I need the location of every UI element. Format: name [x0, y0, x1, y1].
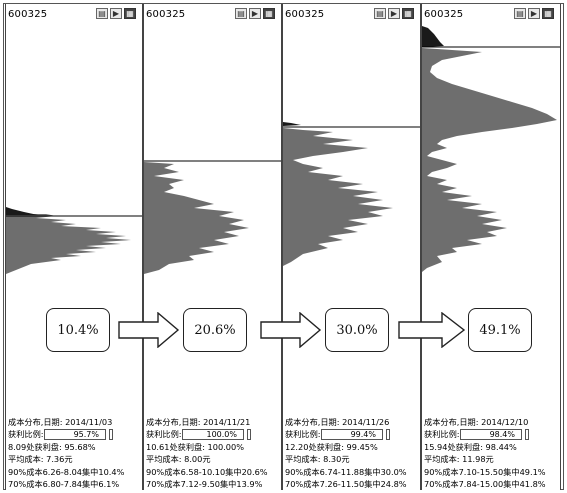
panel-toolbar: ▤ ▶ ▦: [374, 8, 414, 19]
average-cost-line: 平均成本: 7.36元: [8, 454, 73, 465]
chip-distribution-icon[interactable]: ▤: [514, 8, 526, 19]
concentration-callout-2: 20.6%: [183, 308, 247, 352]
panel-toolbar: ▤ ▶ ▦: [96, 8, 136, 19]
stock-code: 600325: [8, 9, 48, 20]
concentration-callout-1: 10.4%: [46, 308, 110, 352]
concentration-90-line: 90%成本6.58-10.10集中20.6%: [146, 466, 268, 477]
right-arrow-icon: [118, 312, 180, 348]
settings-icon[interactable]: ▦: [402, 8, 414, 19]
dark-wedge: [283, 122, 301, 126]
profit-ratio-row: 获利比例: 99.4%: [285, 428, 419, 441]
concentration-70-line: 70%成本7.26-11.50集中24.8%: [285, 478, 407, 489]
panel-header: 600325 ▤ ▶ ▦: [283, 4, 420, 24]
profit-position-line: 12.20处获利盘: 99.45%: [285, 441, 378, 452]
histogram-bars: [144, 162, 249, 274]
stats-block: 成本分布,日期: 2014/12/10 获利比例: 98.4% 15.94处获利…: [424, 416, 558, 490]
histogram-bars: [422, 48, 557, 272]
concentration-90-line: 90%成本6.26-8.04集中10.4%: [8, 466, 125, 477]
profit-position-line: 8.09处获利盘: 95.68%: [8, 441, 96, 452]
panel-header: 600325 ▤ ▶ ▦: [144, 4, 281, 24]
average-cost-line: 平均成本: 8.30元: [285, 454, 350, 465]
concentration-70-line: 70%成本7.12-9.50集中13.9%: [146, 478, 263, 489]
concentration-90-line: 90%成本6.74-11.88集中30.0%: [285, 466, 407, 477]
chip-distribution-panel-4: 600325 ▤ ▶ ▦ 成本分布,日期: 2014/12/10 获利比例: 9…: [421, 4, 561, 490]
date-line: 成本分布,日期: 2014/11/21: [146, 417, 251, 427]
profit-ratio-label: 获利比例:: [285, 429, 321, 440]
right-arrow-icon: [398, 312, 466, 348]
concentration-90-line: 90%成本7.10-15.50集中49.1%: [424, 466, 546, 477]
average-cost-line: 平均成本: 8.00元: [146, 454, 211, 465]
profit-ratio-label: 获利比例:: [8, 429, 44, 440]
profit-ratio-bar-end: [247, 429, 251, 441]
play-icon[interactable]: ▶: [110, 8, 122, 19]
settings-icon[interactable]: ▦: [263, 8, 275, 19]
profit-ratio-row: 获利比例: 98.4%: [424, 428, 558, 441]
profit-position-line: 15.94处获利盘: 98.44%: [424, 441, 517, 452]
chip-histogram: [144, 160, 281, 274]
play-icon[interactable]: ▶: [249, 8, 261, 19]
profit-ratio-bar-end: [109, 429, 113, 441]
concentration-70-line: 70%成本7.84-15.00集中41.8%: [424, 478, 546, 489]
profit-ratio-label: 获利比例:: [424, 429, 460, 440]
stock-code: 600325: [285, 9, 325, 20]
settings-icon[interactable]: ▦: [124, 8, 136, 19]
average-cost-line: 平均成本: 11.98元: [424, 454, 494, 465]
profit-ratio-row: 获利比例: 100.0%: [146, 428, 280, 441]
stock-code: 600325: [424, 9, 464, 20]
settings-icon[interactable]: ▦: [542, 8, 554, 19]
panel-header: 600325 ▤ ▶ ▦: [6, 4, 142, 24]
chip-distribution-icon[interactable]: ▤: [374, 8, 386, 19]
profit-ratio-bar-end: [386, 429, 390, 441]
chip-histogram: [6, 207, 142, 274]
play-icon[interactable]: ▶: [528, 8, 540, 19]
date-line: 成本分布,日期: 2014/12/10: [424, 417, 529, 427]
dark-wedge: [422, 26, 444, 47]
histogram-bars: [6, 214, 131, 274]
panel-toolbar: ▤ ▶ ▦: [514, 8, 554, 19]
chip-distribution-icon[interactable]: ▤: [235, 8, 247, 19]
profit-ratio-bar: 95.7%: [44, 429, 106, 441]
panel-header: 600325 ▤ ▶ ▦: [422, 4, 560, 24]
profit-ratio-bar: 98.4%: [460, 429, 522, 441]
panel-toolbar: ▤ ▶ ▦: [235, 8, 275, 19]
date-line: 成本分布,日期: 2014/11/03: [8, 417, 113, 427]
concentration-callout-3: 30.0%: [325, 308, 389, 352]
profit-ratio-bar-end: [525, 429, 529, 441]
stats-block: 成本分布,日期: 2014/11/21 获利比例: 100.0% 10.61处获…: [146, 416, 280, 490]
chip-distribution-icon[interactable]: ▤: [96, 8, 108, 19]
chip-histogram: [422, 26, 560, 272]
concentration-callout-4: 49.1%: [468, 308, 532, 352]
profit-position-line: 10.61处获利盘: 100.00%: [146, 441, 244, 452]
stats-block: 成本分布,日期: 2014/11/26 获利比例: 99.4% 12.20处获利…: [285, 416, 419, 490]
dark-wedge: [6, 207, 38, 215]
profit-ratio-label: 获利比例:: [146, 429, 182, 440]
concentration-70-line: 70%成本6.80-7.84集中6.1%: [8, 478, 120, 489]
chip-distribution-panel-1: 600325 ▤ ▶ ▦ 成本分布,日期: 2014/11/03 获利比例: 9…: [5, 4, 143, 490]
date-line: 成本分布,日期: 2014/11/26: [285, 417, 390, 427]
profit-ratio-row: 获利比例: 95.7%: [8, 428, 142, 441]
right-arrow-icon: [260, 312, 322, 348]
play-icon[interactable]: ▶: [388, 8, 400, 19]
chip-histogram: [283, 122, 420, 266]
profit-ratio-bar: 99.4%: [321, 429, 383, 441]
histogram-bars: [283, 128, 393, 266]
chip-distribution-panel-3: 600325 ▤ ▶ ▦ 成本分布,日期: 2014/11/26 获利比例: 9…: [282, 4, 421, 490]
stats-block: 成本分布,日期: 2014/11/03 获利比例: 95.7% 8.09处获利盘…: [8, 416, 142, 490]
chip-distribution-panel-2: 600325 ▤ ▶ ▦ 成本分布,日期: 2014/11/21 获利比例: 1…: [143, 4, 282, 490]
profit-ratio-bar: 100.0%: [182, 429, 244, 441]
stock-code: 600325: [146, 9, 186, 20]
